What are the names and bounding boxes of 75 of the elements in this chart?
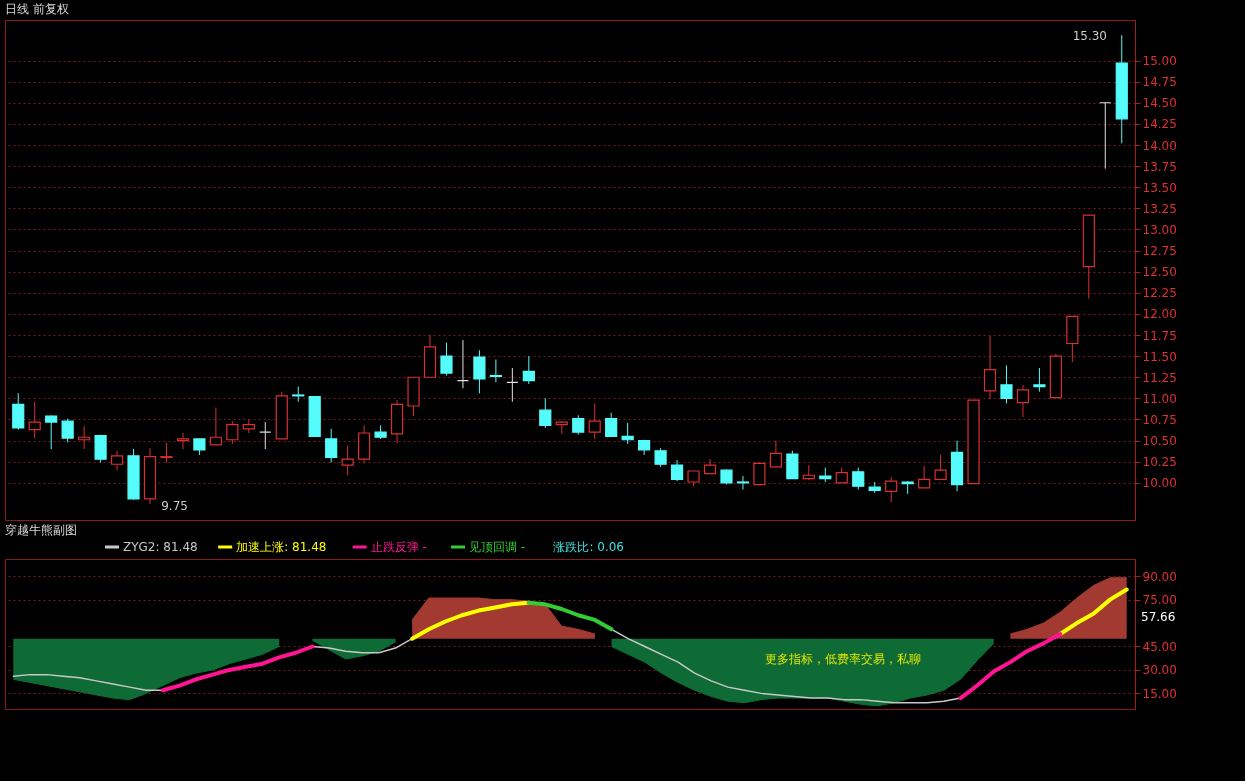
text: 涨跌比: 0.06 (553, 540, 624, 554)
line-series (526, 600, 614, 632)
y-tick-label: 10.00 (1142, 476, 1177, 491)
y-tick-label: 11.75 (1142, 328, 1177, 343)
candlestick (456, 339, 470, 389)
candlestick (654, 447, 667, 468)
candlestick (61, 418, 74, 443)
y-tick-label: 13.75 (1142, 159, 1177, 174)
legend-label: 见顶回调 - (469, 540, 526, 554)
y-tick-label: 12.50 (1142, 265, 1177, 280)
candlestick (572, 414, 585, 436)
candlestick (1033, 367, 1046, 393)
annotation: 9.75 (161, 499, 188, 513)
candlestick (769, 440, 782, 468)
y-tick-label: 30.00 (1142, 663, 1177, 678)
candlestick (28, 401, 41, 439)
y-tick-label: 10.25 (1142, 455, 1177, 470)
y-tick-label: 45.00 (1142, 640, 1177, 654)
candlestick (1099, 102, 1112, 170)
candlestick (539, 397, 552, 429)
candlestick (45, 414, 58, 450)
y-tick-label: 12.75 (1142, 244, 1177, 259)
y-tick-label: 12.25 (1142, 286, 1177, 301)
candlestick (588, 402, 601, 440)
y-tick-label: 14.50 (1142, 96, 1177, 111)
candlestick (473, 349, 486, 394)
y-tick-label: 13.50 (1142, 180, 1177, 195)
candlestick (94, 434, 107, 464)
candlestick (209, 407, 222, 446)
candlestick (226, 420, 239, 445)
candlestick (1000, 364, 1013, 404)
candlestick (489, 359, 502, 383)
annotation: 15.30 (1072, 29, 1107, 43)
y-tick-label: 11.25 (1142, 370, 1177, 385)
candlestick (12, 392, 25, 431)
candlestick (885, 476, 898, 503)
candlestick (341, 445, 354, 476)
y-tick-label: 15.00 (1142, 54, 1177, 69)
candlestick (522, 355, 535, 385)
y-tick-label: 10.75 (1142, 412, 1177, 427)
candlestick (918, 465, 931, 489)
y-tick-label: 12.00 (1142, 307, 1177, 322)
y-tick-label: 11.00 (1142, 391, 1177, 406)
candlestick (934, 454, 947, 481)
candlestick (736, 475, 750, 491)
y-tick-label: 14.75 (1142, 75, 1177, 90)
candlestick (852, 467, 865, 491)
legend-label: 止跌反弹 - (370, 540, 427, 554)
y-tick-label: 15.00 (1142, 686, 1177, 701)
candlestick (440, 342, 453, 377)
candlestick (259, 421, 272, 450)
candlestick (605, 412, 618, 437)
y-tick-label: 11.50 (1142, 349, 1177, 364)
y-tick-label: 90.00 (1142, 569, 1177, 584)
candlestick (160, 442, 173, 464)
candlestick (506, 367, 519, 403)
candlestick (670, 459, 684, 482)
chart-title: 日线 前复权 (5, 2, 69, 16)
y-tick-label: 14.25 (1142, 117, 1177, 132)
candlestick (621, 422, 634, 445)
y-tick-label: 75.00 (1142, 593, 1177, 608)
text: 57.66 (1141, 610, 1176, 624)
legend-label: ZYG2: 81.48 (123, 540, 198, 554)
candlestick (325, 428, 338, 464)
y-tick-label: 13.00 (1142, 222, 1177, 237)
annotation: 更多指标，低费率交易，私聊 (765, 652, 921, 666)
candlestick (983, 335, 997, 400)
candlestick (110, 450, 124, 471)
legend-label: 加速上涨: 81.48 (236, 540, 327, 554)
candlestick (1016, 384, 1030, 418)
y-tick-label: 10.50 (1142, 434, 1177, 449)
candlestick (176, 432, 190, 450)
chart-title: 穿越牛熊副图 (5, 523, 77, 537)
y-tick-label: 13.25 (1142, 201, 1177, 216)
y-tick-label: 14.00 (1142, 138, 1177, 153)
